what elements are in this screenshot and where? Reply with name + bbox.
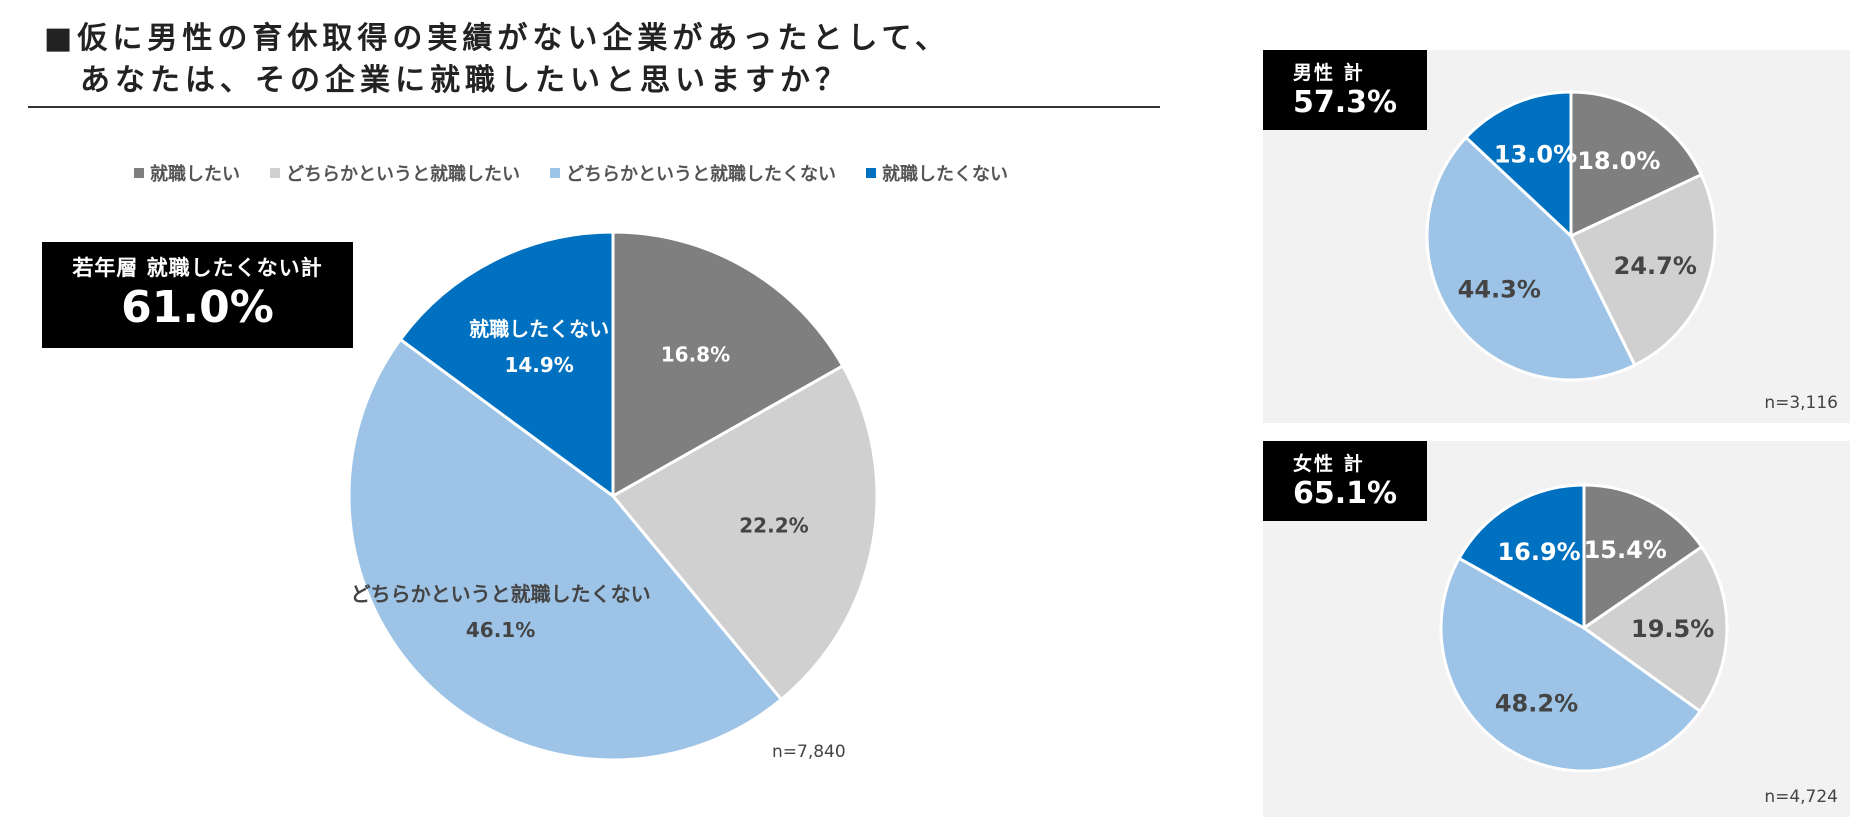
slice-category-label: どちらかというと就職したくない [351, 582, 651, 606]
pie-slice [347, 337, 784, 762]
female-panel: 15.4% 19.5% 48.2% 16.9% 女性 計 65.1% n=4,724 [1263, 441, 1850, 817]
legend-label: どちらかというと就職したくない [566, 164, 836, 185]
pie-slice [1439, 556, 1703, 773]
pie-slice [1425, 135, 1637, 382]
legend-item: 就職したくない [866, 160, 1008, 186]
slice-value-label: 44.3% [1458, 276, 1541, 304]
pie-slice [1457, 483, 1586, 631]
slice-value-label: 19.5% [1631, 615, 1714, 643]
slice-value-label: 18.0% [1577, 147, 1660, 175]
female-value: 65.1% [1293, 476, 1398, 511]
male-badge: 男性 計 57.3% [1263, 50, 1427, 130]
slice-value-label: 15.4% [1584, 536, 1667, 564]
legend: 就職したい どちらかというと就職したい どちらかというと就職したくない 就職した… [134, 160, 1008, 186]
male-value: 57.3% [1293, 85, 1398, 120]
slice-value-label: 14.9% [504, 353, 573, 377]
legend-label: 就職したくない [882, 164, 1008, 185]
pie-slice [1581, 544, 1729, 714]
female-label: 女性 計 [1293, 453, 1365, 475]
main-pie-chart: 16.8% 22.2% どちらかというと就職したくない 46.1% 就職したくない 14.… [347, 230, 879, 762]
legend-swatch [134, 168, 144, 178]
main-sample-size: n=7,840 [772, 742, 846, 762]
callout-label: 若年層 就職したくない計 [72, 256, 323, 280]
slice-value-label: 13.0% [1494, 140, 1577, 168]
legend-label: どちらかというと就職したい [286, 164, 520, 185]
legend-swatch [270, 168, 280, 178]
female-badge: 女性 計 65.1% [1263, 441, 1427, 521]
legend-item: 就職したい [134, 160, 240, 186]
slice-value-label: 24.7% [1614, 252, 1697, 280]
slice-value-label: 48.2% [1495, 689, 1578, 717]
legend-swatch [866, 168, 876, 178]
slice-value-label: 22.2% [739, 514, 808, 538]
title-line-1: ■仮に男性の育休取得の実績がない企業があったとして、 [44, 21, 950, 56]
pie-slice [1463, 90, 1573, 240]
legend-item: どちらかというと就職したい [270, 160, 520, 186]
legend-item: どちらかというと就職したくない [550, 160, 836, 186]
male-panel: 18.0% 24.7% 44.3% 13.0% 男性 計 57.3% n=3,116 [1263, 50, 1850, 423]
title-divider [28, 106, 1160, 108]
legend-swatch [550, 168, 560, 178]
title-line-2: あなたは、その企業に就職したいと思いますか？ [80, 63, 850, 98]
male-sample-size: n=3,116 [1764, 393, 1838, 413]
slice-value-label: 46.1% [466, 618, 535, 642]
male-label: 男性 計 [1293, 62, 1365, 84]
legend-label: 就職したい [150, 164, 240, 185]
callout-value: 61.0% [121, 282, 274, 333]
female-sample-size: n=4,724 [1764, 787, 1838, 807]
female-pie-chart: 15.4% 19.5% 48.2% 16.9% [1439, 483, 1729, 773]
slice-category-label: 就職したくない [469, 317, 609, 341]
pie-slice [1569, 90, 1704, 239]
slice-value-label: 16.8% [661, 343, 730, 367]
slice-value-label: 16.9% [1497, 538, 1580, 566]
young-total-callout: 若年層 就職したくない計 61.0% [42, 242, 353, 348]
pie-slice [1582, 483, 1704, 631]
pie-slice [398, 230, 615, 499]
pie-slice [1568, 172, 1717, 368]
pie-slice [610, 363, 879, 702]
male-pie-chart: 18.0% 24.7% 44.3% 13.0% [1425, 90, 1717, 382]
pie-slice [611, 230, 845, 499]
chart-title: ■仮に男性の育休取得の実績がない企業があったとして、 あなたは、その企業に就職し… [44, 18, 1144, 102]
